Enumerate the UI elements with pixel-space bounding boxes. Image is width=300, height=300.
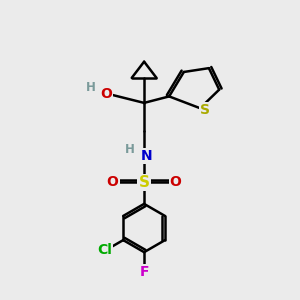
Text: S: S (139, 175, 150, 190)
Text: N: N (141, 149, 152, 163)
Text: S: S (200, 103, 210, 117)
Text: H: H (125, 143, 135, 157)
Text: H: H (85, 81, 95, 94)
Text: O: O (170, 176, 182, 189)
Text: O: O (107, 176, 118, 189)
Text: O: O (100, 87, 112, 101)
Text: F: F (140, 265, 149, 279)
Text: Cl: Cl (97, 243, 112, 257)
